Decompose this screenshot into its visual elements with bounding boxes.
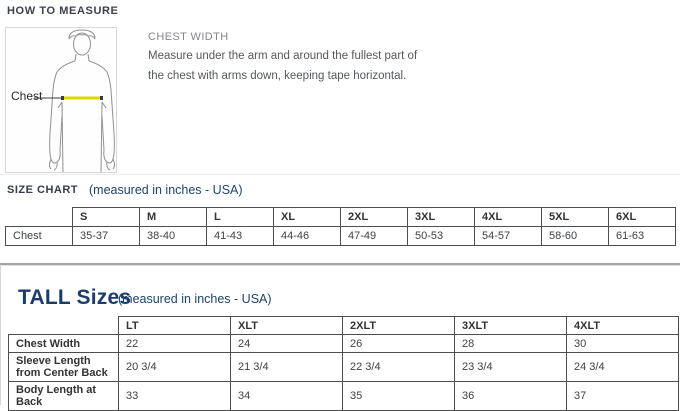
chest-value-cell: 58-60 <box>541 226 609 246</box>
size-column-header: M <box>139 207 207 227</box>
how-to-measure-heading: HOW TO MEASURE <box>7 5 119 17</box>
size-column-header: XL <box>273 207 341 227</box>
size-column-header: L <box>206 207 274 227</box>
tall-row-body-length: Body Length at Back 33 34 35 36 37 <box>8 381 679 411</box>
size-column-header: 5XL <box>541 207 609 227</box>
tall-value-cell: 22 3/4 <box>342 352 455 382</box>
row-label-chest-width: Chest Width <box>8 334 119 353</box>
tall-value-cell: 28 <box>454 334 567 353</box>
chest-value-cell: 54-57 <box>474 226 542 246</box>
tall-sizes-units-note: (measured in inches - USA) <box>118 292 272 306</box>
row-label-sleeve-length: Sleeve Length from Center Back <box>8 352 119 382</box>
section-divider <box>0 263 680 266</box>
size-column-header: 6XL <box>608 207 676 227</box>
chest-value-cell: 47-49 <box>340 226 408 246</box>
size-chart-heading: SIZE CHART <box>7 184 78 196</box>
tall-value-cell: 21 3/4 <box>230 352 343 382</box>
size-column-header: S <box>72 207 140 227</box>
tall-sizes-heading: TALL Sizes <box>18 286 132 309</box>
tall-value-cell: 26 <box>342 334 455 353</box>
tall-value-cell: 24 3/4 <box>566 352 679 382</box>
tall-value-cell: 35 <box>342 381 455 411</box>
tall-value-cell: 33 <box>118 381 231 411</box>
tall-size-column-header: 4XLT <box>566 316 679 335</box>
tall-value-cell: 36 <box>454 381 567 411</box>
chest-value-cell: 61-63 <box>608 226 676 246</box>
tall-value-cell: 20 3/4 <box>118 352 231 382</box>
figure-chest-label: Chest <box>11 89 43 103</box>
chest-value-cell: 38-40 <box>139 226 207 246</box>
size-chart-header-row: S M L XL 2XL 3XL 4XL 5XL 6XL <box>6 207 676 227</box>
tall-row-chest-width: Chest Width 22 24 26 28 30 <box>8 334 679 353</box>
tall-value-cell: 34 <box>230 381 343 411</box>
size-chart-table: S M L XL 2XL 3XL 4XL 5XL 6XL Chest 35-37… <box>5 207 676 246</box>
tall-value-cell: 24 <box>230 334 343 353</box>
tall-row-sleeve-length: Sleeve Length from Center Back 20 3/4 21… <box>8 352 679 382</box>
measurement-figure <box>5 27 117 173</box>
tall-value-cell: 30 <box>566 334 679 353</box>
tall-value-cell: 23 3/4 <box>454 352 567 382</box>
chest-width-instructions: Measure under the arm and around the ful… <box>148 50 418 82</box>
tall-sizes-corner-cell <box>9 317 119 335</box>
tall-sizes-header-row: LT XLT 2XLT 3XLT 4XLT <box>9 316 679 335</box>
chest-value-cell: 35-37 <box>72 226 140 246</box>
body-outline-illustration <box>34 29 115 172</box>
tall-size-column-header: 2XLT <box>342 316 455 335</box>
chest-value-cell: 41-43 <box>206 226 274 246</box>
chest-value-cell: 44-46 <box>273 226 341 246</box>
size-column-header: 4XL <box>474 207 542 227</box>
size-column-header: 3XL <box>407 207 475 227</box>
size-chart-corner-cell <box>6 208 73 227</box>
section-divider-light <box>0 174 680 175</box>
tall-sizes-table: LT XLT 2XLT 3XLT 4XLT Chest Width 22 24 … <box>8 316 679 411</box>
tall-size-column-header: LT <box>118 316 231 335</box>
size-chart-units-note: (measured in inches - USA) <box>89 183 243 197</box>
chest-value-cell: 50-53 <box>407 226 475 246</box>
bottom-section-left-border <box>0 266 1 405</box>
tall-size-column-header: XLT <box>230 316 343 335</box>
size-column-header: 2XL <box>340 207 408 227</box>
row-label-body-length: Body Length at Back <box>8 381 119 411</box>
tall-value-cell: 22 <box>118 334 231 353</box>
tall-size-column-header: 3XLT <box>454 316 567 335</box>
tall-value-cell: 37 <box>566 381 679 411</box>
row-label-chest: Chest <box>5 226 73 246</box>
chest-width-heading: CHEST WIDTH <box>148 31 229 43</box>
size-chart-chest-row: Chest 35-37 38-40 41-43 44-46 47-49 50-5… <box>5 226 676 246</box>
